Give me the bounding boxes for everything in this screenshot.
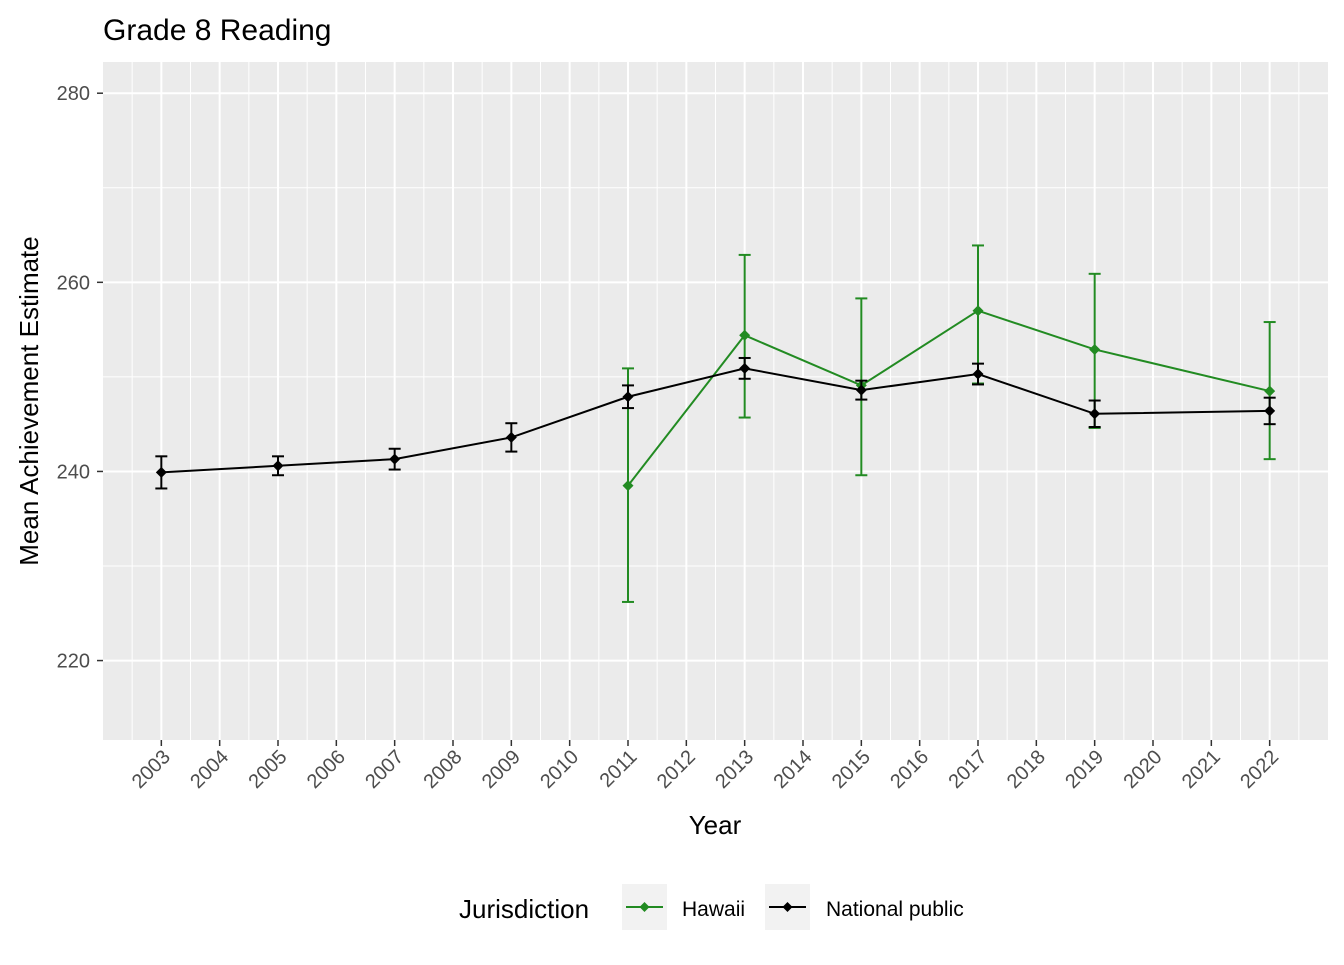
data-point	[739, 362, 751, 374]
y-axis-label: Mean Achievement Estimate	[14, 236, 44, 566]
x-axis-label: Year	[689, 810, 742, 840]
x-tick-label: 2004	[186, 746, 233, 793]
series-national-public	[155, 356, 1276, 490]
x-tick-label: 2022	[1236, 746, 1283, 793]
legend-key-point	[782, 902, 793, 912]
x-tick-label: 2005	[245, 746, 292, 793]
x-tick-label: 2012	[653, 746, 700, 793]
data-point	[272, 460, 284, 472]
x-tick-label: 2006	[303, 746, 350, 793]
data-point	[155, 466, 167, 478]
y-tick-label: 240	[57, 461, 90, 483]
series-line	[627, 309, 1270, 487]
x-tick-label: 2019	[1061, 746, 1108, 793]
x-tick-label: 2017	[945, 746, 992, 793]
x-tick-label: 2020	[1120, 746, 1167, 793]
legend: Jurisdiction Hawaii National public	[459, 884, 964, 930]
data-point	[1089, 343, 1101, 355]
series-line	[161, 367, 1270, 474]
x-tick-label: 2018	[1003, 746, 1050, 793]
series-marks	[155, 244, 1276, 603]
x-tick-label: 2014	[770, 746, 817, 793]
y-tick-label: 260	[57, 272, 90, 294]
x-tick-label: 2010	[536, 746, 583, 793]
x-tick-label: 2016	[886, 746, 933, 793]
data-point	[622, 480, 634, 492]
y-axis: 220 240 260 280	[57, 83, 103, 673]
y-tick-label: 220	[57, 651, 90, 673]
x-tick-label: 2013	[711, 746, 758, 793]
data-point	[739, 329, 751, 341]
x-tick-label: 2011	[596, 746, 642, 792]
data-point	[622, 391, 634, 403]
legend-label: Hawaii	[682, 898, 745, 921]
data-point	[505, 431, 517, 443]
data-point	[389, 453, 401, 465]
x-tick-label: 2007	[361, 746, 408, 793]
data-point	[1264, 405, 1276, 417]
data-point	[972, 368, 984, 380]
x-axis: 2003 2004 2005 2006 2007 2008 2009 2010 2011 2012…	[128, 740, 1283, 793]
legend-key-point	[639, 902, 650, 912]
x-tick-label: 2009	[478, 746, 525, 793]
x-tick-label: 2015	[828, 746, 875, 793]
chart-title: Grade 8 Reading	[103, 14, 332, 47]
legend-label: National public	[826, 898, 964, 921]
data-point	[972, 305, 984, 317]
data-point	[1089, 408, 1101, 420]
data-point	[855, 384, 867, 396]
grid-lines	[103, 62, 1328, 740]
x-tick-label: 2008	[420, 746, 467, 793]
x-tick-label: 2021	[1178, 746, 1225, 793]
x-tick-label: 2003	[128, 746, 175, 793]
data-point	[1264, 385, 1276, 397]
y-tick-label: 280	[57, 83, 90, 105]
legend-title: Jurisdiction	[459, 894, 589, 924]
